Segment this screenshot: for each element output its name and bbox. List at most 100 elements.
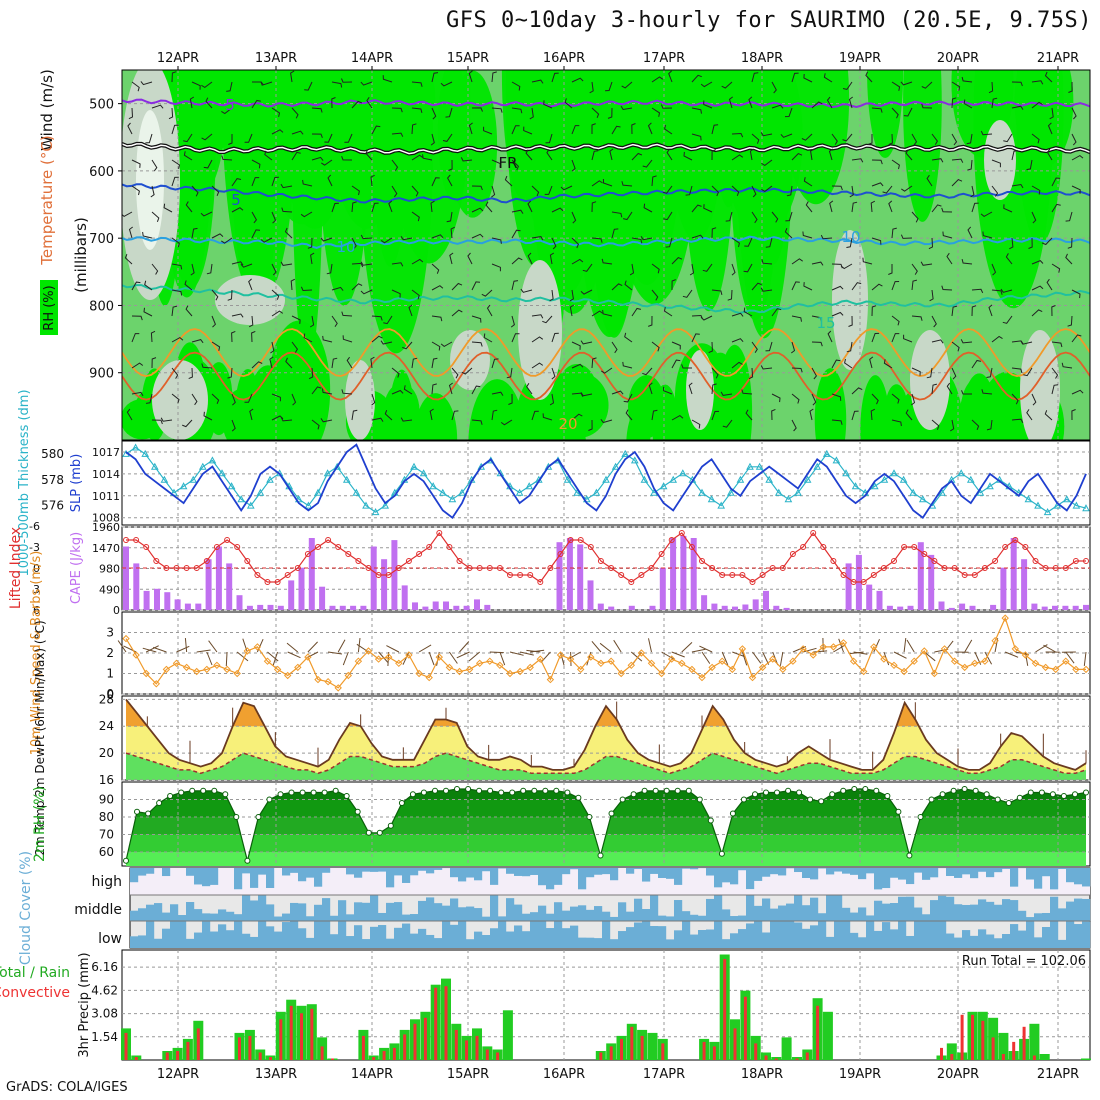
- rh-point: [807, 796, 814, 803]
- thickness-point: [429, 482, 438, 490]
- cloud-cell: [882, 903, 891, 921]
- cloud-cell: [746, 895, 755, 921]
- wind-barb: [831, 393, 842, 401]
- wind-barb: [300, 211, 313, 218]
- wind10m-barb: [418, 644, 432, 653]
- cloud-cell: [1002, 868, 1011, 869]
- wind-barb: [191, 81, 201, 90]
- cloud-cell: [378, 925, 387, 948]
- cloud-cell: [426, 897, 435, 921]
- wind-barb: [291, 393, 297, 406]
- wind10m-barb: [208, 640, 218, 653]
- cloud-cell: [346, 936, 355, 948]
- wind10m-barb: [1065, 651, 1075, 664]
- wind-barb: [211, 393, 220, 404]
- wind-barb: [1044, 71, 1053, 83]
- cape-tick: 0: [113, 604, 120, 617]
- cape-bar: [123, 546, 129, 610]
- rh2m-ylabel: 2m RH (%): [32, 786, 48, 862]
- wind-barb: [280, 261, 293, 266]
- cape-bar: [1010, 538, 1017, 610]
- cloud-cell: [986, 901, 995, 921]
- wind-barb: [703, 100, 713, 109]
- wind-barb: [971, 359, 982, 369]
- wind-barb: [320, 237, 333, 242]
- cloud-cell: [898, 896, 907, 921]
- precip-conv-bar: [320, 1046, 324, 1060]
- wind10m-point: [597, 659, 605, 668]
- wind-barb: [986, 367, 993, 378]
- wind-barb: [991, 335, 1003, 343]
- cape-bar: [174, 599, 181, 610]
- wind-barb: [391, 132, 404, 137]
- wind-barb: [651, 76, 664, 83]
- cloud-cell: [410, 868, 419, 876]
- thickness-point: [218, 469, 226, 477]
- cloud-cell: [202, 913, 211, 921]
- wind-barb: [966, 133, 973, 145]
- cloud-cell: [514, 904, 523, 921]
- wind-barb: [1049, 107, 1054, 120]
- cape-tick: 490: [99, 583, 120, 596]
- thickness-point: [909, 488, 918, 496]
- cape-bar: [1031, 603, 1038, 610]
- wind-barb: [931, 158, 944, 163]
- wind10m-point: [1021, 651, 1030, 659]
- wind-barb: [702, 263, 713, 272]
- li-point: [557, 551, 564, 557]
- li-point: [193, 565, 200, 571]
- precip-label-conv: Convective: [0, 985, 70, 1001]
- thickness-point: [458, 488, 466, 496]
- wind-barb: [131, 185, 140, 196]
- wind-barb: [290, 278, 296, 291]
- cloud-cell: [530, 912, 539, 921]
- cloud-cell: [322, 898, 331, 921]
- cloud-cell: [490, 895, 499, 921]
- wind10m-point: [738, 645, 747, 653]
- cloud-cell: [338, 921, 347, 948]
- rh-point: [343, 793, 350, 799]
- cape-bar: [597, 603, 604, 610]
- cloud-cell: [458, 868, 467, 882]
- cloud-cell: [330, 915, 339, 921]
- wind-barb: [862, 257, 873, 265]
- wind-barb: [765, 341, 773, 352]
- wind10m-barb: [613, 639, 622, 653]
- wind10m-point: [415, 669, 423, 678]
- li-point: [981, 565, 988, 571]
- rh-point: [961, 786, 968, 792]
- wind-barb: [748, 367, 754, 380]
- wind-barb: [640, 236, 653, 241]
- wind-barb: [569, 304, 575, 317]
- wind-barb: [227, 367, 233, 379]
- wind-barb: [351, 201, 357, 213]
- wind-barb: [1000, 288, 1013, 293]
- cloud-cell: [738, 868, 747, 871]
- wind10m-barb: [145, 645, 159, 653]
- wind-barb: [869, 356, 874, 369]
- wind-barb: [143, 307, 153, 317]
- wind-barb: [602, 178, 613, 187]
- cloud-cell: [930, 921, 939, 948]
- cloud-cell: [250, 900, 259, 921]
- wind-barb: [785, 211, 793, 222]
- temp-tick: 16: [99, 773, 114, 787]
- wind-barb: [491, 358, 499, 369]
- thickness-point: [774, 488, 783, 496]
- wind-barb: [131, 362, 144, 369]
- wind10m-barb: [307, 641, 318, 653]
- cloud-cell: [1042, 868, 1051, 877]
- wind-barb: [871, 305, 877, 317]
- wind-barb: [891, 315, 900, 326]
- wind-barb: [671, 279, 676, 291]
- wind-barb: [190, 263, 195, 276]
- wind-barb: [648, 382, 653, 395]
- wind-barb: [951, 305, 958, 317]
- rh-dry-area: [686, 350, 714, 430]
- date-label-bottom: 15APR: [447, 1067, 489, 1082]
- cape-bar: [360, 605, 367, 610]
- wind-barb: [651, 175, 657, 187]
- rh-moist-area: [222, 388, 264, 440]
- li-tick: 3: [33, 583, 40, 596]
- wind-barb: [391, 159, 399, 171]
